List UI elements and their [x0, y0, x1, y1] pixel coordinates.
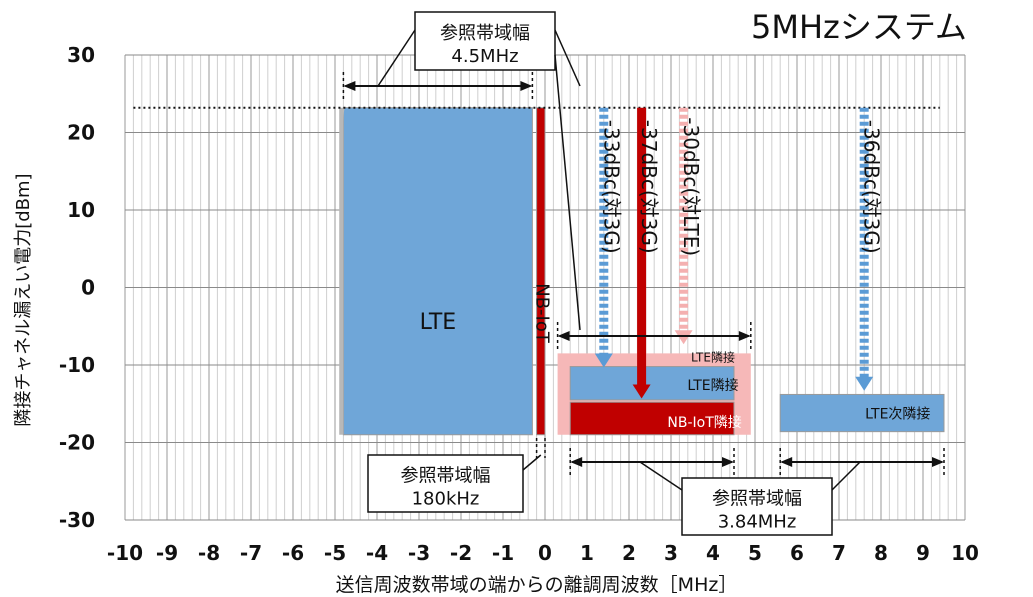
bracket-4-5mhz: [342, 72, 534, 100]
spectrum-blocks: LTE NB-IoT LTE隣接 LTE隣接 NB-IoT隣接 LTE次隣接: [339, 107, 945, 436]
lte-adjacent-label: LTE隣接: [687, 377, 738, 394]
x-tick-label: 2: [622, 541, 636, 565]
x-tick-label: -7: [240, 541, 262, 565]
y-axis-title: 隣接チャネル漏えい電力[dBm]: [13, 173, 34, 427]
x-tick-label: 3: [664, 541, 678, 565]
bracket-adjacent-range: [556, 322, 752, 350]
bracket-3-84mhz-adjacent: [569, 448, 735, 476]
bracket-arrow-left: [780, 457, 793, 467]
y-tick-label: 0: [81, 276, 95, 300]
lte-next-adjacent-block: [779, 393, 945, 433]
x-tick-label: 7: [832, 541, 846, 565]
lte-block: [342, 107, 533, 436]
callout-label: 参照帯域幅: [712, 489, 802, 510]
x-tick-label: 4: [706, 541, 720, 565]
nbiot-block: [536, 107, 546, 436]
nbiot-adjacent-block: [569, 401, 735, 436]
x-tick-label: 10: [951, 541, 979, 565]
lte-next-adjacent-label: LTE次隣接: [865, 406, 930, 423]
callout-value: 3.84MHz: [718, 511, 797, 532]
bracket-3-84mhz-next: [779, 448, 945, 476]
x-tick-label: 1: [580, 541, 594, 565]
axes: -10 -9 -8 -7 -6 -5 -4 -3 -2 -1 0 1 2 3 4 5 6 7 8 9 103020100…: [59, 43, 979, 565]
callout-label: 参照帯域幅: [440, 23, 530, 44]
callout-value: 180kHz: [412, 488, 480, 509]
x-axis-title: 送信周波数帯域の端からの離調周波数［MHz］: [335, 574, 738, 596]
x-tick-label: -4: [366, 541, 388, 565]
x-tick-label: 6: [790, 541, 804, 565]
arrow-36dbc: -36dBc(対3G): [855, 107, 884, 391]
arrow-label: -36dBc(対3G): [860, 120, 884, 254]
callout-leader: [522, 454, 542, 471]
y-tick-label: -10: [59, 353, 95, 377]
bracket-arrow-left: [557, 331, 570, 341]
nbiot-label: NB-IoT: [532, 283, 553, 344]
x-tick-label: -9: [156, 541, 178, 565]
callout-leader: [377, 29, 416, 87]
lte-adjacent-label-outer: LTE隣接: [691, 350, 735, 365]
bracket-arrow-right: [738, 331, 751, 341]
x-tick-label: -5: [324, 541, 346, 565]
arrow-head: [594, 353, 613, 368]
callout-leader: [554, 29, 581, 87]
bracket-arrow-left: [343, 81, 356, 91]
x-tick-label: -6: [282, 541, 304, 565]
arrow-label: -30dBc(対LTE): [679, 117, 703, 256]
arrow-head: [632, 384, 651, 399]
bracket-arrow-right: [520, 81, 533, 91]
nbiot-adjacent-label: NB-IoT隣接: [667, 414, 741, 431]
y-tick-label: 20: [67, 121, 95, 145]
x-tick-label: -2: [450, 541, 472, 565]
lte-adjacent-block: [569, 366, 735, 401]
arrow-label: -33dBc(対3G): [599, 120, 623, 254]
x-tick-label: -8: [198, 541, 220, 565]
y-tick-label: -20: [59, 431, 95, 455]
callout-label: 参照帯域幅: [401, 466, 491, 487]
arrow-head: [674, 330, 693, 345]
bracket-arrow-right: [932, 457, 944, 467]
y-tick-label: 30: [67, 43, 95, 67]
lte-block-edge: [339, 107, 346, 435]
x-tick-label: -3: [408, 541, 430, 565]
callout-box: [367, 454, 524, 513]
callout-leader: [831, 461, 861, 491]
y-tick-label: 10: [67, 198, 95, 222]
arrow-head: [855, 376, 874, 391]
callout-value: 4.5MHz: [451, 46, 518, 67]
x-tick-label: -10: [107, 541, 143, 565]
bandwidth-brackets: [342, 72, 945, 476]
attenuation-arrows: -33dBc(対3G) -37dBc(対3G) -30dBc(対LTE) -36dBc…: [594, 107, 884, 399]
x-tick-label: 9: [916, 541, 930, 565]
x-tick-label: 8: [874, 541, 888, 565]
callout-box: [681, 477, 833, 536]
y-tick-label: -30: [59, 508, 95, 532]
arrow-33dbc: -33dBc(対3G): [594, 107, 623, 368]
bracket-arrow-left: [570, 457, 583, 467]
page-title: 5MHzシステム: [751, 8, 967, 46]
lte-label: LTE: [420, 310, 457, 335]
callout-leader-adjacent: [554, 54, 581, 331]
arrow-37dbc: -37dBc(対3G): [632, 107, 661, 399]
x-tick-label: 0: [538, 541, 552, 565]
callout-box: [414, 11, 556, 71]
arrow-label: -37dBc(対3G): [637, 120, 661, 254]
arrow-30dbc: -30dBc(対LTE): [674, 107, 703, 345]
x-tick-label: 5: [748, 541, 762, 565]
bracket-arrow-right: [722, 457, 734, 467]
x-tick-label: -1: [492, 541, 514, 565]
callout-leader: [639, 461, 683, 491]
